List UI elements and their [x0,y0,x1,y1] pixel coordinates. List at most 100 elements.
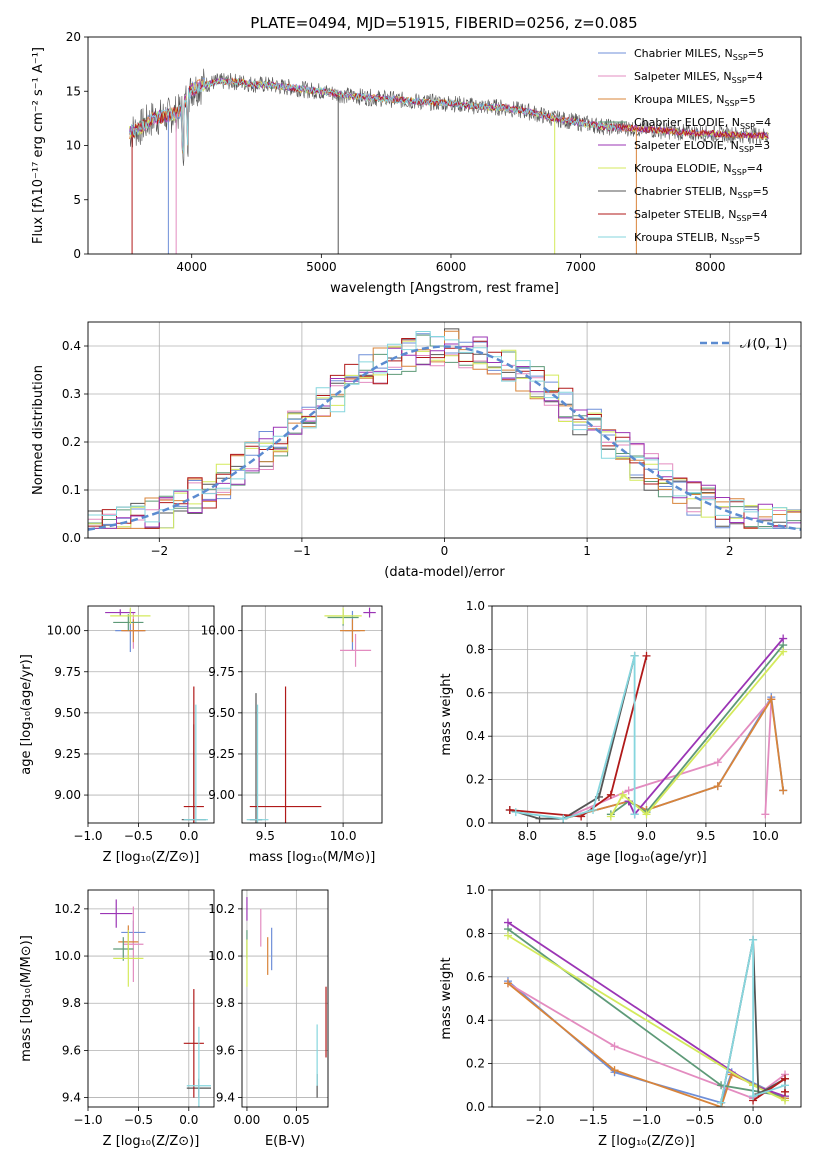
mass_vs_ebv-ytick-label: 9.8 [216,996,235,1010]
age_vs_mass-ytick-label: 9.50 [208,706,235,720]
spectrum-legend-entry-5: Kroupa ELODIE, NSSP=4 [634,162,763,177]
age_vs_mass-ytick-label: 9.75 [208,665,235,679]
age_vs_mass-point-8 [246,704,269,823]
residuals-ytick-label: 0.2 [62,435,81,449]
mass_vs_z-frame [87,889,215,1108]
spectrum-ytick-label: 5 [73,193,81,207]
residuals-xlabel: (data-model)/error [384,565,505,580]
weight_vs_age-marker [618,790,627,799]
weight_vs_age-ytick-label: 0.4 [466,729,485,743]
weight_vs_age-marker [761,810,770,819]
residuals-ytick-label: 0.4 [62,339,81,353]
spectrum-legend-sub-0: SSP [733,53,748,62]
spectrum-ytick-label: 0 [73,247,81,261]
age_vs_z-ytick-label: 9.00 [54,788,81,802]
residuals-xtick-label: 0 [441,544,449,558]
age_vs_z-ytick-label: 9.75 [54,665,81,679]
weight_vs_z-ytick-label: 0.0 [466,1100,485,1114]
weight_vs_z-ytick-label: 0.6 [466,970,485,984]
spectrum-legend-sub-5: SSP [732,168,747,177]
spectrum-legend-entry-2: Kroupa MILES, NSSP=5 [634,93,756,108]
age_vs_z-xtick-label: 0.0 [179,829,198,843]
weight_vs_age-marker [713,782,722,791]
age_vs_mass-point-2 [340,619,365,643]
spectrum-legend-sub-8: SSP [729,237,744,246]
mass_vs_z-point-8 [186,1026,211,1107]
weight_vs_z-ytick-label: 1.0 [466,883,485,897]
weight_vs_age-marker [589,805,598,814]
age_vs_mass-plot-area [246,607,376,823]
age_vs_z-point-5 [110,607,151,625]
mass_vs_z-xlabel: Z [log₁₀(Z/Z⊙)] [103,1134,200,1149]
age_vs_mass-axes: 9.5 10.0 9.00 9.25 9.50 9.75 10.00 mass [log₁₀(… [201,605,383,865]
spectrum-legend-sub-2: SSP [724,99,739,108]
mass_vs_ebv-ytick-label: 10.0 [208,949,235,963]
weight_vs_z-marker [503,931,512,940]
age_vs_mass-point-1 [340,633,372,667]
weight_vs_z-marker [717,1098,726,1107]
mass_vs_z-axes: −1.0 −0.5 0.0 9.4 9.6 9.8 10.0 10.2 Z [log₁₀(Z/Z… [19,889,215,1149]
weight_vs_age-marker [511,808,520,817]
spectrum-xtick-label: 6000 [436,260,467,274]
mass_vs_z-plot-area [100,899,211,1107]
mass_vs_z-ytick-label: 9.8 [62,996,81,1010]
mass_vs_ebv-ytick-label: 9.4 [216,1091,235,1105]
weight_vs_age-series-8 [515,655,636,820]
age_vs_mass-point-5 [324,607,362,625]
age_vs_z-ytick-label: 10.00 [47,624,81,638]
age_vs_mass-xlabel: mass [log₁₀(M/M⊙)] [249,850,376,865]
spectrum-legend-nssp-7: =4 [751,208,767,221]
age_vs_z-point-3 [113,614,144,631]
age_vs_z-ytick-label: 9.25 [54,747,81,761]
residuals-xtick-label: 2 [726,544,734,558]
weight_vs_z-marker [749,1092,758,1101]
weight_vs_age-plot-area [505,634,788,823]
spectrum-legend-nssp-2: =5 [739,93,755,106]
spectrum-axes: 4000 5000 6000 7000 8000 0 5 10 15 20 wavelength [… [31,30,802,296]
age_vs_z-xtick-label: −1.0 [73,829,102,843]
weight_vs_age-marker [642,651,651,660]
weight_vs_age-ytick-label: 1.0 [466,599,485,613]
mass_vs_ebv-xtick-label: 0.00 [234,1113,261,1127]
spectrum-legend-nssp-6: =5 [753,185,769,198]
residuals-xtick-label: 1 [583,544,591,558]
weight_vs_z-marker [610,1042,619,1051]
spectrum-legend-entry-4: Salpeter ELODIE, NSSP=3 [634,139,770,154]
residuals-xtick-label: −1 [293,544,311,558]
weight_vs_age-xtick-label: 9.5 [696,829,715,843]
weight_vs_age-marker [505,805,514,814]
spectrum-legend-sub-7: SSP [736,214,751,223]
weight_vs_age-ytick-label: 0.6 [466,686,485,700]
weight_vs_age-series-6 [509,655,636,820]
mass_vs_z-point-3 [113,937,134,961]
weight_vs_z-ytick-label: 0.8 [466,926,485,940]
age_vs_mass-ytick-label: 10.00 [201,624,235,638]
mass_vs_z-ytick-label: 9.6 [62,1043,81,1057]
age_vs_mass-xtick-label: 9.5 [256,829,275,843]
spectrum-legend-entry-3: Chabrier ELODIE, NSSP=4 [634,116,771,131]
spectrum-legend-entry-1: Salpeter MILES, NSSP=4 [634,70,763,85]
weight_vs_z-marker [503,918,512,927]
mass_vs_z-ylabel: mass [log₁₀(M/M⊙)] [19,935,34,1062]
spectrum-legend-sub-6: SSP [738,191,753,200]
age_vs_mass-ytick-label: 9.00 [208,788,235,802]
mass_vs_z-point-7 [183,989,204,1098]
weight_vs_age-series-7 [509,655,648,818]
weight_vs_age-ytick-label: 0.0 [466,816,485,830]
mass_vs_z-xtick-label: −1.0 [73,1113,102,1127]
residuals-ylabel: Normed distribution [31,365,46,495]
spectrum-legend-nssp-5: =4 [747,162,763,175]
weight_vs_z-xtick-label: −1.5 [579,1113,608,1127]
residuals-plot-area [88,328,801,531]
weight_vs_age-ylabel: mass weight [439,673,454,755]
mass_vs_ebv-xtick-label: 0.05 [283,1113,310,1127]
residual-legend-label: 𝒩(0, 1) [740,337,787,352]
weight_vs_age-series-1 [562,696,773,820]
residual-histogram-6 [88,328,801,528]
mass_vs_ebv-axes: 0.00 0.05 9.4 9.6 9.8 10.0 10.2 E(B-V) [208,889,329,1149]
residuals-ytick-label: 0.0 [62,531,81,545]
age_vs_z-ylabel: age [log₁₀(age/yr)] [19,654,34,775]
weight_vs_z-series-8 [720,939,786,1103]
spectrum-legend-nssp-1: =4 [747,70,763,83]
